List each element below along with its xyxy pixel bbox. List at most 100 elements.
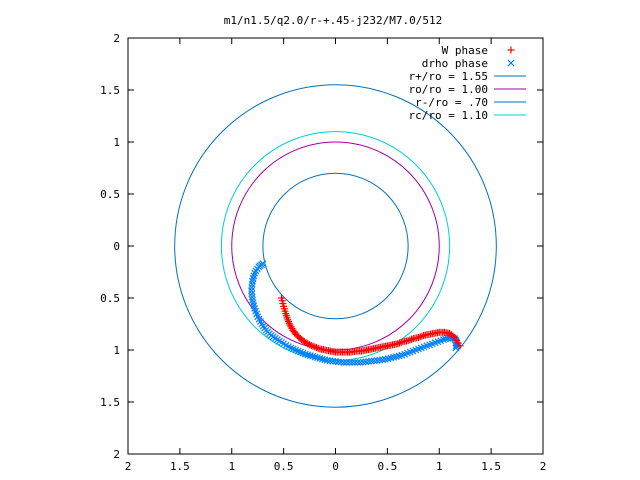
y-tick-label: 0.5 <box>100 188 120 201</box>
drho-phase-point <box>301 350 309 358</box>
marker-stroke <box>301 350 309 358</box>
marker-stroke <box>282 341 290 349</box>
chart-title: m1/n1.5/q2.0/r-+.45-j232/M7.0/512 <box>224 14 443 27</box>
drho-phase-point <box>340 359 348 366</box>
marker-stroke <box>326 357 334 365</box>
marker-stroke <box>368 357 375 365</box>
w-phase-point <box>456 342 464 350</box>
w-phase-point <box>311 343 319 351</box>
drho-phase-point <box>376 356 384 364</box>
drho-phase-point <box>370 357 378 365</box>
marker-stroke <box>292 346 300 354</box>
drho-phase-point <box>329 357 337 365</box>
marker-stroke <box>348 359 356 366</box>
marker-stroke <box>294 347 302 355</box>
w-phase-point <box>408 335 416 343</box>
marker-stroke <box>332 358 339 365</box>
legend-marker-plus <box>507 46 515 54</box>
marker-stroke <box>287 344 295 352</box>
x-tick-label: 1 <box>228 460 235 473</box>
x-tick-label: 1.5 <box>481 460 501 473</box>
drho-phase-point <box>354 359 362 366</box>
marker-stroke <box>249 296 256 304</box>
w-phase-point <box>306 341 314 349</box>
y-tick-label: 1 <box>113 136 120 149</box>
drho-phase-point <box>332 358 339 365</box>
drho-phase-point <box>309 352 317 360</box>
x-tick-label: 0.5 <box>377 460 397 473</box>
marker-stroke <box>249 299 257 307</box>
drho-phase-point <box>337 358 345 366</box>
w-phase-point <box>449 332 457 340</box>
marker-stroke <box>343 359 350 366</box>
marker-stroke <box>248 290 256 298</box>
marker-stroke <box>376 356 384 364</box>
marker-stroke <box>340 359 348 366</box>
marker-stroke <box>351 359 359 366</box>
circle-curve <box>174 84 497 408</box>
marker-stroke <box>365 358 373 365</box>
marker-stroke <box>248 293 256 301</box>
y-tick-label: 1.5 <box>100 396 120 409</box>
marker-stroke <box>323 356 331 364</box>
x-tick-label: 0 <box>332 460 339 473</box>
marker-stroke <box>299 349 307 357</box>
marker-stroke <box>252 307 260 315</box>
marker-stroke <box>280 340 288 348</box>
x-tick-label: 1 <box>436 460 443 473</box>
drho-phase-point <box>345 359 353 366</box>
drho-phase-point <box>368 357 375 365</box>
marker-stroke <box>314 354 321 362</box>
drho-phase-point <box>442 335 449 343</box>
drho-phase-point <box>348 359 356 366</box>
drho-phase-point <box>334 358 342 366</box>
drho-phase-point <box>321 356 329 364</box>
drho-phase-series <box>248 260 461 366</box>
marker-stroke <box>311 353 319 361</box>
circle-curve <box>262 172 409 320</box>
marker-stroke <box>250 302 258 310</box>
drho-phase-point <box>359 358 367 366</box>
marker-stroke <box>306 352 314 359</box>
circle-curve <box>220 131 451 361</box>
legend-label: r+/ro = 1.55 <box>409 70 488 83</box>
w-phase-point <box>314 344 322 352</box>
marker-stroke <box>334 358 342 366</box>
marker-stroke <box>248 287 255 295</box>
w-phase-point <box>415 334 422 342</box>
legend-label: rc/ro = 1.10 <box>409 109 488 122</box>
marker-stroke <box>257 318 264 325</box>
marker-stroke <box>304 351 312 359</box>
x-tick-label: 0.5 <box>274 460 294 473</box>
drho-phase-point <box>306 352 314 359</box>
w-phase-point <box>397 338 405 346</box>
marker-stroke <box>329 357 337 365</box>
x-tick-label: 2 <box>125 460 132 473</box>
drho-phase-point <box>439 336 447 344</box>
w-phase-point <box>404 337 412 345</box>
drho-phase-point <box>351 359 359 366</box>
w-phase-point <box>406 336 414 344</box>
w-phase-point <box>307 341 315 349</box>
y-tick-label: 2 <box>113 32 120 45</box>
marker-stroke <box>379 356 386 364</box>
y-tick-label: 1 <box>113 344 120 357</box>
marker-stroke <box>442 335 449 343</box>
drho-phase-point <box>316 354 324 362</box>
marker-stroke <box>354 359 362 366</box>
w-phase-series <box>278 294 464 356</box>
drho-phase-point <box>365 358 373 365</box>
legend-label: ro/ro = 1.00 <box>409 83 488 96</box>
drho-phase-point <box>323 356 331 364</box>
marker-stroke <box>253 310 261 318</box>
w-phase-point <box>418 332 426 340</box>
legend-label: W phase <box>442 44 488 57</box>
drho-phase-point <box>304 351 312 359</box>
marker-stroke <box>359 358 367 366</box>
marker-stroke <box>507 59 515 67</box>
marker-stroke <box>318 355 326 363</box>
legend-label: r-/ro = .70 <box>415 96 488 109</box>
marker-stroke <box>255 315 263 323</box>
marker-stroke <box>297 348 304 356</box>
